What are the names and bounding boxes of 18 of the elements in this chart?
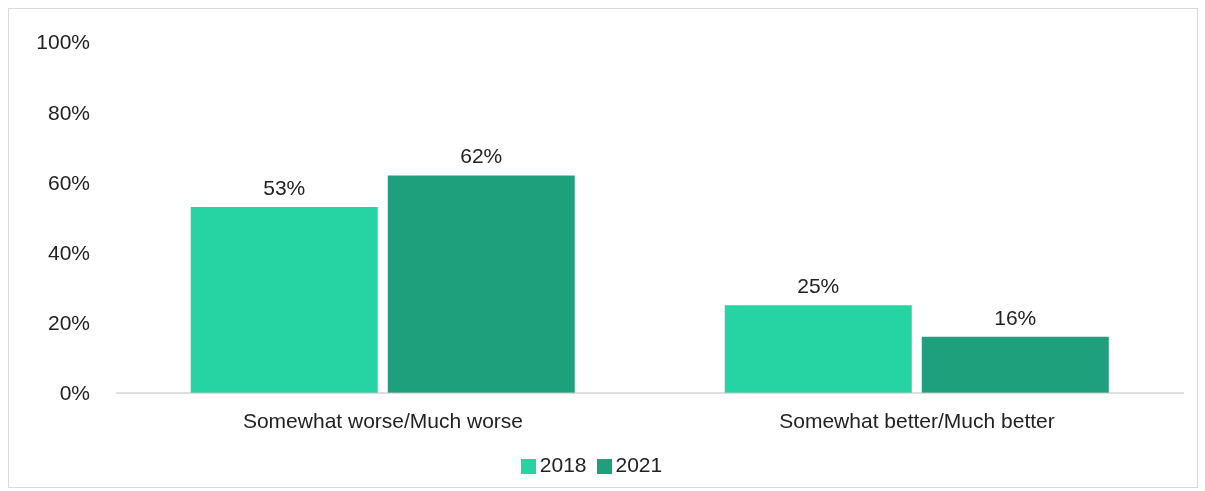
- y-tick-label: 80%: [47, 100, 90, 124]
- legend-label: 2018: [539, 453, 587, 476]
- legend-label: 2021: [615, 453, 663, 476]
- data-label: 53%: [263, 175, 306, 199]
- data-label: 62%: [460, 144, 503, 168]
- y-tick-label: 0%: [59, 381, 90, 405]
- y-tick-label: 60%: [47, 170, 90, 194]
- bar: [387, 175, 575, 393]
- y-tick-label: 40%: [47, 241, 90, 265]
- bar: [724, 305, 912, 393]
- x-tick-label: Somewhat better/Much better: [779, 408, 1055, 432]
- bar: [190, 206, 378, 393]
- data-label: 25%: [797, 274, 840, 298]
- data-label: 16%: [994, 305, 1037, 329]
- bar: [921, 336, 1109, 393]
- y-tick-label: 20%: [47, 311, 90, 335]
- x-tick-label: Somewhat worse/Much worse: [242, 408, 524, 432]
- y-tick-label: 100%: [36, 30, 90, 54]
